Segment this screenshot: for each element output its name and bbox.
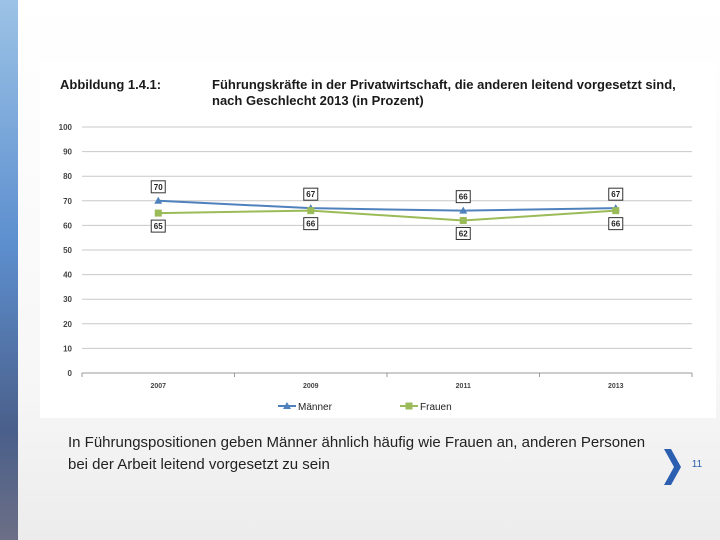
- data-label-box-frauen-2009: [303, 217, 319, 231]
- figure-label: Abbildung 1.4.1:: [60, 77, 162, 92]
- chevron-right-icon[interactable]: [662, 448, 682, 486]
- legend-label-m-nner: Männer: [298, 402, 333, 413]
- data-label-frauen-2009: 66: [306, 220, 315, 229]
- legend-label-frauen: Frauen: [420, 402, 452, 413]
- legend-marker-frauen: [405, 402, 413, 410]
- y-tick-label-60: 60: [63, 221, 72, 230]
- y-tick-label-90: 90: [63, 148, 72, 157]
- series-line-m-nner: [158, 199, 616, 212]
- data-label-box-frauen-2013: [608, 217, 624, 231]
- y-tick-label-70: 70: [63, 197, 72, 206]
- x-tick-label-2013: 2013: [608, 383, 624, 390]
- legend-marker-m-nner: [283, 402, 291, 409]
- series-line-frauen: [158, 209, 616, 222]
- slide-caption: In Führungspositionen geben Männer ähnli…: [68, 434, 646, 473]
- series-point-frauen-2009: [307, 207, 315, 215]
- data-label-m-nner-2011: 66: [459, 193, 468, 202]
- y-tick-label-0: 0: [68, 369, 73, 378]
- series-point-frauen-2007: [154, 209, 162, 217]
- y-tick-label-80: 80: [63, 172, 72, 181]
- data-label-box-m-nner-2009: [303, 187, 319, 201]
- data-label-m-nner-2009: 67: [306, 190, 315, 199]
- line-chart: 0 10 20 30 40 50 60 70 80 90 100 2007 2009 2011 2013 70…: [59, 123, 693, 413]
- data-label-box-m-nner-2013: [608, 187, 624, 201]
- y-tick-label-40: 40: [63, 271, 72, 280]
- data-label-box-frauen-2011: [455, 226, 471, 240]
- x-tick-label-2009: 2009: [303, 383, 319, 390]
- y-tick-label-10: 10: [63, 344, 72, 353]
- x-tick-label-2011: 2011: [456, 383, 471, 390]
- data-label-m-nner-2013: 67: [611, 190, 620, 199]
- page-number: 11: [691, 459, 703, 470]
- y-tick-label-30: 30: [63, 295, 72, 304]
- data-label-box-frauen-2007: [150, 219, 166, 233]
- data-label-m-nner-2007: 70: [154, 183, 163, 192]
- data-label-frauen-2013: 66: [611, 220, 620, 229]
- data-label-box-m-nner-2011: [455, 190, 471, 204]
- y-tick-label-50: 50: [63, 246, 72, 255]
- x-tick-label-2007: 2007: [150, 383, 166, 390]
- data-label-frauen-2011: 62: [459, 229, 468, 238]
- y-tick-label-20: 20: [63, 320, 72, 329]
- series-point-frauen-2011: [459, 216, 467, 224]
- chart-figure: Abbildung 1.4.1: Führungskräfte in der P…: [40, 62, 716, 418]
- data-label-box-m-nner-2007: [150, 180, 166, 194]
- y-tick-label-100: 100: [59, 123, 73, 132]
- series-point-m-nner-2011: [459, 206, 468, 214]
- left-accent-bar: [0, 0, 18, 540]
- series-point-frauen-2013: [612, 207, 620, 215]
- series-point-m-nner-2007: [154, 196, 163, 204]
- figure-title: Führungskräfte in der Privatwirtschaft, …: [212, 77, 676, 108]
- data-label-frauen-2007: 65: [154, 222, 163, 231]
